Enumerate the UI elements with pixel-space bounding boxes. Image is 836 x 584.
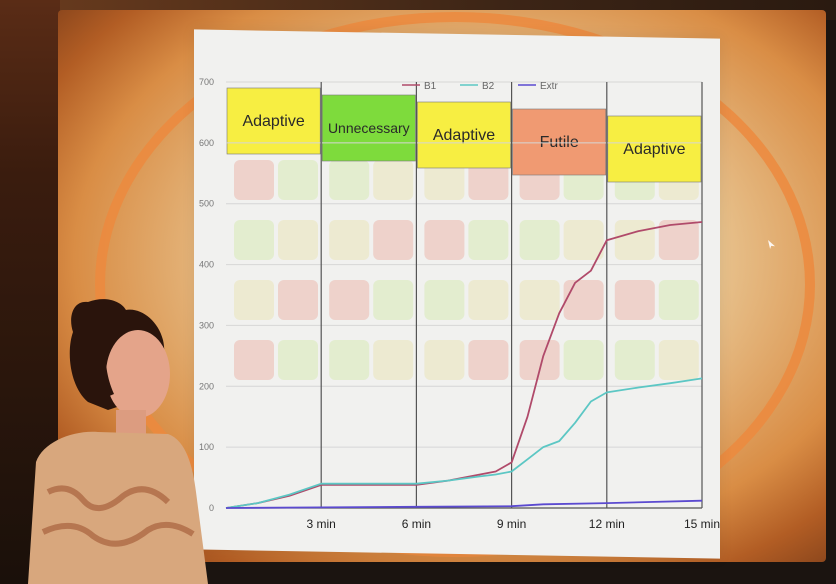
y-axis: 0 100 200 300 400 500 600 700 [199,77,214,513]
y-tick-label: 500 [199,199,214,209]
background-square [519,340,560,380]
y-tick-label: 100 [199,442,214,452]
background-square [658,220,699,260]
phase-box [321,94,416,162]
background-square [329,340,370,380]
background-square [373,220,414,260]
background-square [234,280,274,320]
background-square [373,280,414,320]
background-square [658,280,699,320]
series-line-extr [225,499,703,509]
background-square [614,220,655,260]
background-square [614,280,655,320]
background-square [424,280,465,320]
phase-line-chart: Adaptive Unnecessary Adaptive Futile Adaptiv… [199,77,720,531]
background-square [563,220,604,260]
background-square [373,340,414,380]
phase-labels: Adaptive Unnecessary Adaptive Futile Adaptiv… [226,87,702,183]
presenter-shirt [28,431,208,584]
x-tick-label: 9 min [497,517,526,531]
phase-box [512,108,607,176]
background-square [278,220,318,260]
legend-label: B2 [482,81,495,92]
background-square [468,340,509,380]
x-tick-label: 3 min [307,517,336,531]
background-square [424,340,465,380]
y-tick-label: 400 [199,260,214,270]
legend-label: Extr [540,81,558,92]
series-lines [225,221,703,509]
background-square [329,220,370,260]
y-tick-label: 0 [209,503,214,513]
series-line-b1 [225,221,703,509]
phase-label: Adaptive [433,127,495,144]
background-square [468,220,509,260]
y-tick-label: 700 [199,77,214,87]
background-square [329,160,370,200]
presenter-person [28,299,208,584]
background-square [468,160,509,200]
background-square [658,340,699,380]
background-square [468,280,509,320]
background-square [614,340,655,380]
background-square [278,280,318,320]
chart-grid [226,81,703,509]
x-axis: 3 min 6 min 9 min 12 min 15 min [307,517,720,531]
y-tick-label: 300 [199,320,214,330]
background-square [278,340,318,380]
x-tick-label: 6 min [402,517,431,531]
background-square [424,160,465,200]
background-square [234,160,274,200]
background-square [329,280,370,320]
phase-box [417,101,511,169]
background-square [563,340,604,380]
background-square [563,280,604,320]
mouse-cursor-icon [768,240,775,249]
presenter-shirt-pattern [41,485,195,547]
background-square [234,220,274,260]
background-square [373,160,414,200]
background-square [519,280,560,320]
background-square [234,340,274,380]
phase-box [607,115,702,183]
y-tick-label: 600 [199,138,214,148]
background-square [424,220,465,260]
series-line-b2 [225,377,703,509]
presenter-face [106,330,170,418]
phase-label: Unnecessary [328,120,410,136]
legend: B1 B2 Extr [402,81,558,92]
background-square [278,160,318,200]
x-tick-label: 12 min [589,517,625,531]
phase-label: Adaptive [242,113,304,130]
phase-label: Adaptive [623,141,685,158]
presenter-hair-side [82,314,114,400]
background-squares [234,160,699,380]
background-square [519,220,560,260]
y-tick-label: 200 [199,381,214,391]
x-tick-label: 15 min [684,517,720,531]
legend-label: B1 [424,81,437,92]
